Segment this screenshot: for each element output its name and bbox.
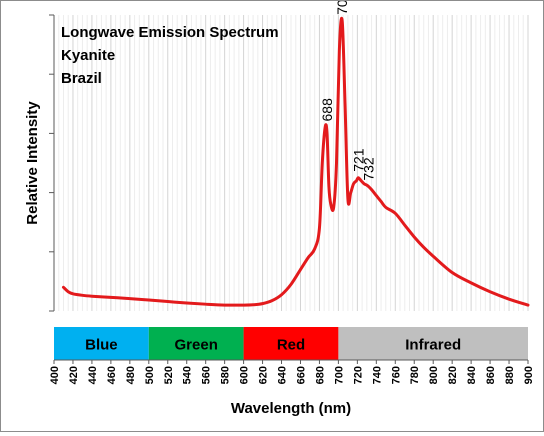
x-tick-label: 520 — [163, 366, 175, 384]
x-tick-label: 680 — [314, 366, 326, 384]
x-tick-label: 700 — [333, 366, 345, 384]
y-axis-label: Relative Intensity — [24, 101, 41, 225]
x-tick-label: 720 — [352, 366, 364, 384]
x-tick-label: 420 — [68, 366, 80, 384]
x-tick-label: 460 — [106, 366, 118, 384]
title-line: Kyanite — [61, 47, 115, 64]
x-tick-label: 440 — [87, 366, 99, 384]
peak-label: 732 — [361, 157, 377, 181]
x-tick-label: 640 — [277, 366, 289, 384]
x-axis-label: Wavelength (nm) — [231, 400, 351, 417]
peak-label: 688 — [319, 98, 335, 122]
band-infrared — [338, 327, 528, 360]
x-tick-label: 500 — [144, 366, 156, 384]
x-tick-label: 620 — [258, 366, 270, 384]
band-label-infrared: Infrared — [405, 337, 461, 354]
x-tick-label: 560 — [201, 366, 213, 384]
peak-label: 704 — [334, 1, 350, 15]
band-label-blue: Blue — [85, 337, 118, 354]
title-line: Longwave Emission Spectrum — [61, 24, 279, 41]
x-tick-label: 540 — [182, 366, 194, 384]
band-red — [243, 327, 339, 360]
color-bands: Blue Green Red Infrared — [54, 327, 528, 360]
band-green — [148, 327, 244, 360]
x-tick-label: 880 — [504, 366, 516, 384]
title-line: Brazil — [61, 70, 102, 87]
band-blue — [54, 327, 149, 360]
chart-title: Longwave Emission Spectrum Kyanite Brazil — [61, 24, 279, 87]
spectrum-line — [61, 16, 530, 307]
x-tick-label: 660 — [295, 366, 307, 384]
x-tick-label: 900 — [523, 366, 535, 384]
peak-label: 721 — [350, 148, 366, 172]
x-tick-label: 740 — [371, 366, 383, 384]
x-tick-label: 580 — [220, 366, 232, 384]
x-tick-label: 400 — [49, 366, 61, 384]
x-axis-ticks: 400 420 440 460 480 500 520 540 560 580 600 620 640 6… — [49, 359, 535, 384]
band-label-green: Green — [175, 337, 218, 354]
x-tick-label: 820 — [447, 366, 459, 384]
y-axis-ticks — [49, 14, 54, 312]
band-label-red: Red — [277, 337, 305, 354]
x-tick-label: 840 — [466, 366, 478, 384]
major-grid — [53, 15, 529, 311]
minor-grid — [58, 15, 524, 311]
x-tick-label: 760 — [390, 366, 402, 384]
x-tick-label: 780 — [409, 366, 421, 384]
x-tick-label: 860 — [485, 366, 497, 384]
x-tick-label: 800 — [428, 366, 440, 384]
x-tick-label: 480 — [125, 366, 137, 384]
x-tick-label: 600 — [239, 366, 251, 384]
